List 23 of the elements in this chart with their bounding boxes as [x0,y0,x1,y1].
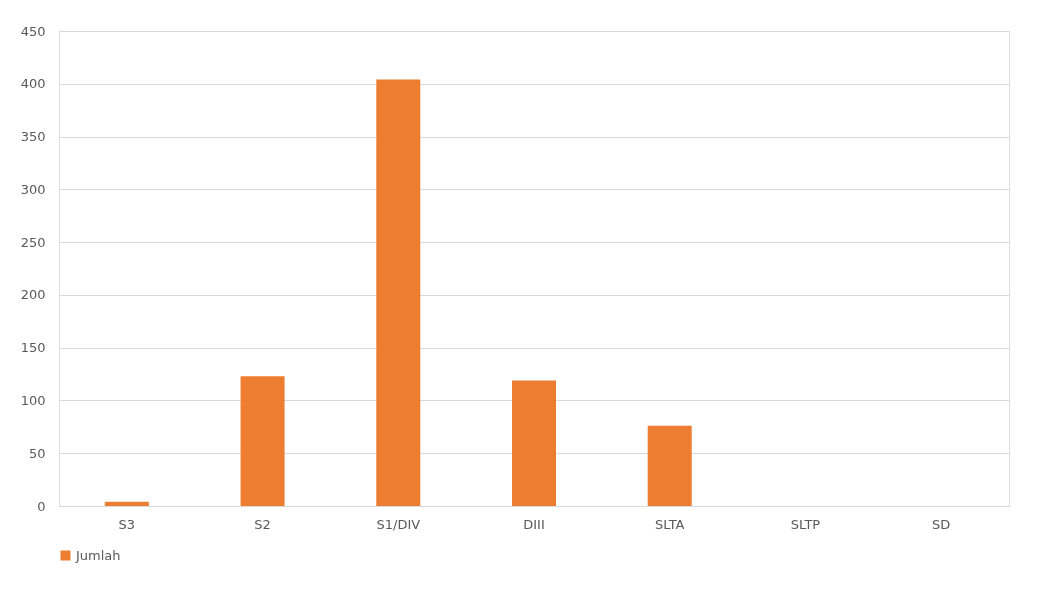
y-tick-label: 400 [20,76,46,92]
y-tick-label: 200 [20,287,46,303]
x-tick-label: S2 [254,516,271,532]
bar [512,380,556,506]
y-tick-label: 300 [20,181,46,197]
legend-label: Jumlah [75,547,121,563]
bar [376,79,421,506]
y-tick-label: 350 [20,129,46,145]
y-tick-label: 100 [20,392,46,408]
y-tick-label: 50 [28,445,46,461]
bar [104,501,149,506]
x-tick-label: SLTP [790,516,821,532]
bar [647,425,692,506]
x-tick-label: S1/DIV [376,516,421,532]
y-tick-label: 250 [20,234,46,250]
x-tick-label: SD [932,516,951,532]
x-tick-label: DIII [523,516,545,532]
y-tick-label: 0 [37,498,46,514]
y-tick-label: 150 [20,340,46,356]
y-tick-label: 450 [20,23,46,39]
x-tick-label: S3 [118,516,136,532]
x-tick-label: SLTA [654,516,685,532]
bar [240,376,285,506]
